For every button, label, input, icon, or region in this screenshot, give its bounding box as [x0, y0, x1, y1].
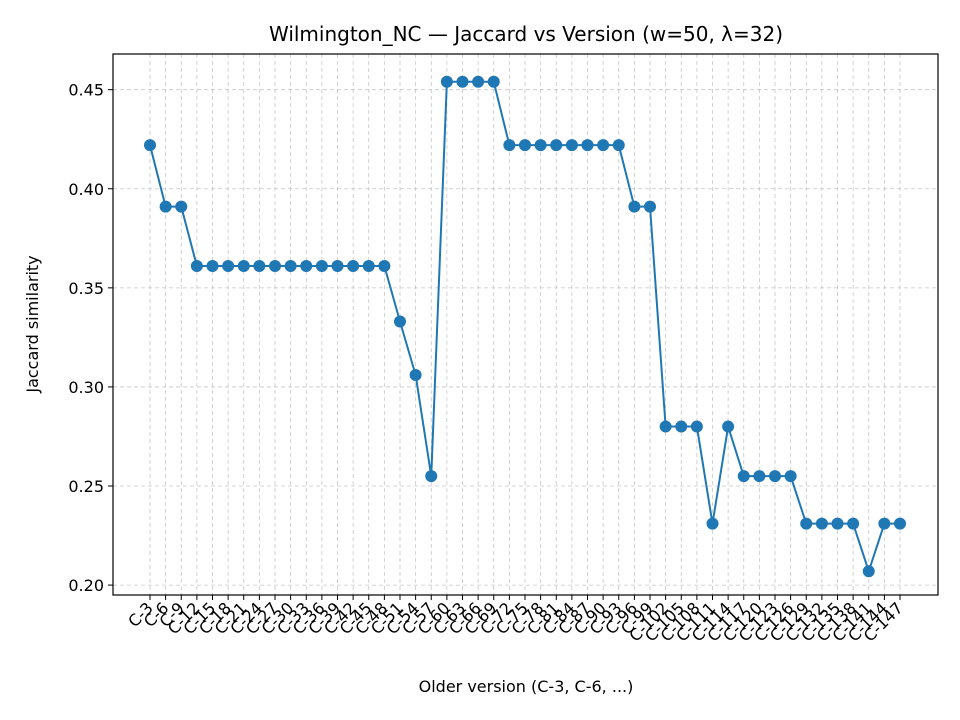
- data-point: [159, 200, 172, 213]
- data-point: [784, 470, 797, 483]
- data-point: [362, 260, 375, 273]
- data-point: [550, 139, 563, 152]
- data-point: [519, 139, 531, 152]
- data-point: [722, 420, 735, 433]
- data-point: [237, 260, 250, 273]
- data-point: [612, 139, 625, 152]
- data-point: [315, 260, 328, 273]
- data-point: [675, 420, 688, 433]
- data-point: [847, 517, 860, 530]
- data-point: [175, 200, 188, 213]
- data-point: [831, 517, 844, 530]
- data-point: [628, 200, 641, 213]
- data-point: [878, 517, 891, 530]
- data-point: [222, 260, 235, 273]
- data-point: [597, 139, 610, 152]
- data-point: [253, 260, 266, 273]
- data-point: [425, 470, 438, 483]
- data-point: [347, 260, 360, 273]
- data-point: [440, 75, 453, 88]
- data-point: [737, 470, 750, 483]
- data-point: [706, 517, 719, 530]
- data-point: [503, 139, 516, 152]
- data-point: [144, 139, 156, 152]
- data-point: [394, 315, 406, 328]
- data-point: [534, 139, 547, 152]
- data-point: [690, 420, 703, 433]
- data-point: [331, 260, 344, 273]
- data-point: [815, 517, 828, 530]
- y-tick-label: 0.40: [68, 180, 104, 199]
- data-point: [769, 470, 781, 483]
- data-point: [644, 200, 656, 213]
- y-tick-label: 0.35: [68, 279, 104, 298]
- data-point: [659, 420, 672, 433]
- data-point: [487, 75, 500, 88]
- x-axis-label: Older version (C-3, C-6, ...): [419, 677, 634, 696]
- y-tick-label: 0.30: [68, 378, 104, 397]
- data-point: [456, 75, 469, 88]
- chart-title: Wilmington_NC — Jaccard vs Version (w=50…: [269, 22, 783, 46]
- data-point: [300, 260, 313, 273]
- data-point: [800, 517, 813, 530]
- series-layer: [144, 75, 906, 578]
- data-point: [753, 470, 766, 483]
- data-point: [206, 260, 219, 273]
- y-axis-label: Jaccard similarity: [23, 255, 42, 393]
- y-tick-label: 0.20: [68, 576, 104, 595]
- data-point: [269, 260, 281, 273]
- data-point: [190, 260, 203, 273]
- data-point: [862, 565, 875, 578]
- data-point: [284, 260, 297, 273]
- y-axis-ticks: 0.20 0.25 0.30 0.35 0.40 0.45: [68, 81, 113, 595]
- data-point: [378, 260, 391, 273]
- y-tick-label: 0.45: [68, 81, 104, 100]
- data-point: [581, 139, 594, 152]
- data-point: [565, 139, 578, 152]
- data-point: [409, 369, 422, 382]
- grid-layer: [113, 54, 938, 595]
- data-point: [894, 517, 906, 530]
- data-point: [472, 75, 485, 88]
- y-tick-label: 0.25: [68, 477, 104, 496]
